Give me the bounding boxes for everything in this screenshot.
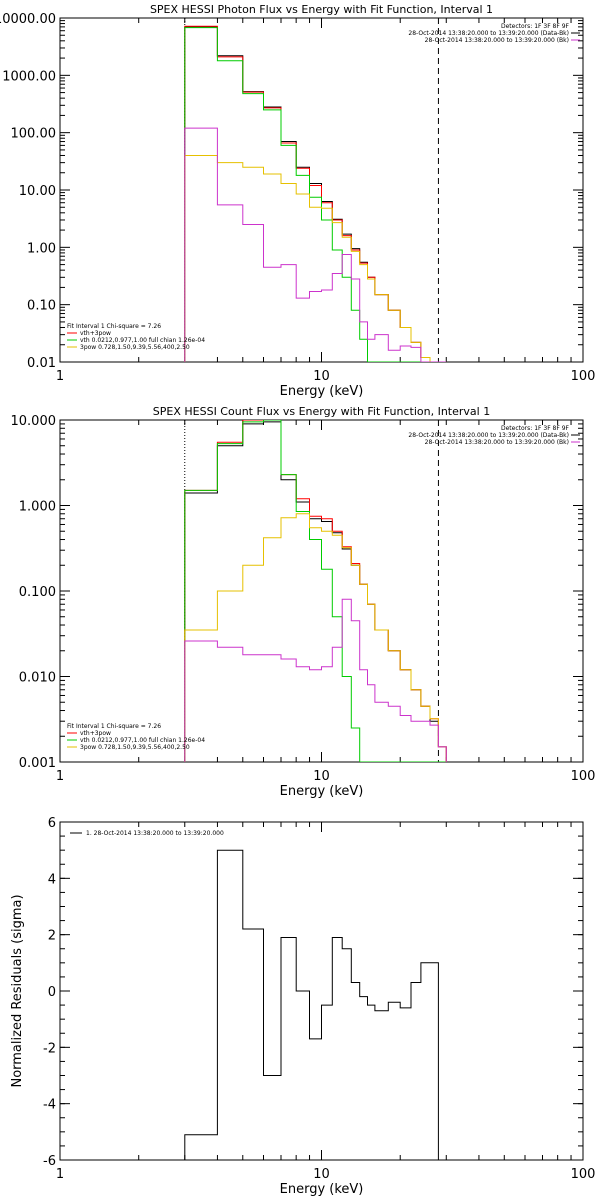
chart-panel-1: 1 10 100 10000.00 1000.00 100.00 10.00 1.00 0.10… — [0, 3, 595, 399]
x-tick-label: 100 — [571, 769, 596, 784]
chart-panel-2: 1 10 100 10.000 1.000 0.100 0.010 0.001 SPEX HES… — [11, 405, 596, 799]
y-tick-label: 0.001 — [19, 756, 56, 771]
chart-title: SPEX HESSI Count Flux vs Energy with Fit… — [153, 405, 490, 418]
y-tick-label: -4 — [43, 1098, 56, 1113]
x-axis-label: Energy (keV) — [280, 784, 364, 799]
x-tick-label: 1 — [56, 369, 64, 384]
header-line: 28-Oct-2014 13:38:20.000 to 13:39:20.000… — [408, 432, 569, 439]
legend-entry: vth 0.0212,0.977,1.00 full chian 1.26e-0… — [80, 337, 205, 344]
y-tick-label: 1.000 — [19, 500, 56, 515]
x-axis-label: Energy (keV) — [280, 1182, 364, 1197]
y-tick-label: 0.10 — [27, 299, 56, 314]
x-axis-label: Energy (keV) — [280, 384, 364, 399]
series-3pow — [184, 513, 447, 762]
y-tick-label: 100.00 — [11, 127, 57, 142]
legend-entry: Fit Interval 1 Chi-square = 7.26 — [67, 323, 161, 330]
series-data — [184, 26, 447, 362]
series-background — [184, 127, 447, 362]
y-tick-label: 0.010 — [19, 671, 56, 686]
x-tick-label: 10 — [313, 769, 330, 784]
y-tick-label: 6 — [48, 816, 56, 831]
chart-title: SPEX HESSI Photon Flux vs Energy with Fi… — [150, 3, 493, 16]
y-tick-label: 10.000 — [11, 414, 57, 429]
chart-panel-3: 1 10 100 6 4 2 0 -2 -4 -6 Energy (keV) Normalized R… — [10, 816, 595, 1197]
series-residuals — [184, 849, 439, 1160]
y-tick-label: 0 — [48, 985, 56, 1000]
series-vth-3pow — [184, 25, 447, 362]
legend-entry: vth 0.0212,0.977,1.00 full chian 1.26e-0… — [80, 737, 205, 744]
y-axis-label: Normalized Residuals (sigma) — [10, 894, 25, 1087]
x-tick-label: 1 — [56, 1167, 64, 1182]
y-tick-label: 10.00 — [19, 184, 56, 199]
plot-frame — [59, 821, 584, 1161]
y-tick-label: -6 — [43, 1154, 56, 1169]
legend-entry: 1. 28-Oct-2014 13:38:20.000 to 13:39:20.… — [86, 830, 224, 837]
y-tick-label: 1.00 — [27, 241, 56, 256]
y-tick-label: 0.100 — [19, 585, 56, 600]
header-line: 28-Oct-2014 13:38:20.000 to 13:39:20.000… — [425, 37, 569, 44]
legend-entry: 3pow 0.728,1.50,9.39,5.56,400,2.50 — [80, 744, 190, 751]
x-tick-label: 1 — [56, 769, 64, 784]
y-tick-label: 2 — [48, 929, 56, 944]
x-tick-label: 100 — [571, 369, 596, 384]
legend-entry: vth+3pow — [80, 730, 111, 737]
series-data — [184, 421, 447, 762]
header-line: Detectors: 1F 3F 8F 9F — [501, 425, 570, 432]
legend-entry: vth+3pow — [80, 330, 111, 337]
plot-frame — [59, 419, 584, 763]
header-line: Detectors: 1F 3F 8F 9F — [501, 23, 570, 30]
legend-entry: Fit Interval 1 Chi-square = 7.26 — [67, 723, 161, 730]
series-background — [184, 598, 447, 762]
header-line: 28-Oct-2014 13:38:20.000 to 13:39:20.000… — [408, 30, 569, 37]
header-line: 28-Oct-2014 13:38:20.000 to 13:39:20.000… — [425, 439, 569, 446]
y-tick-label: 0.01 — [27, 356, 56, 371]
series-vth — [184, 27, 447, 362]
y-tick-label: 10000.00 — [0, 12, 56, 27]
x-tick-label: 10 — [313, 369, 330, 384]
legend-entry: 3pow 0.728,1.50,9.39,5.56,400,2.50 — [80, 344, 190, 351]
x-tick-label: 100 — [571, 1167, 596, 1182]
series-vth — [184, 420, 447, 762]
y-tick-label: 4 — [48, 872, 56, 887]
series-3pow — [184, 155, 447, 362]
y-tick-label: 1000.00 — [2, 69, 56, 84]
x-tick-label: 10 — [313, 1167, 330, 1182]
y-tick-label: -2 — [43, 1041, 56, 1056]
